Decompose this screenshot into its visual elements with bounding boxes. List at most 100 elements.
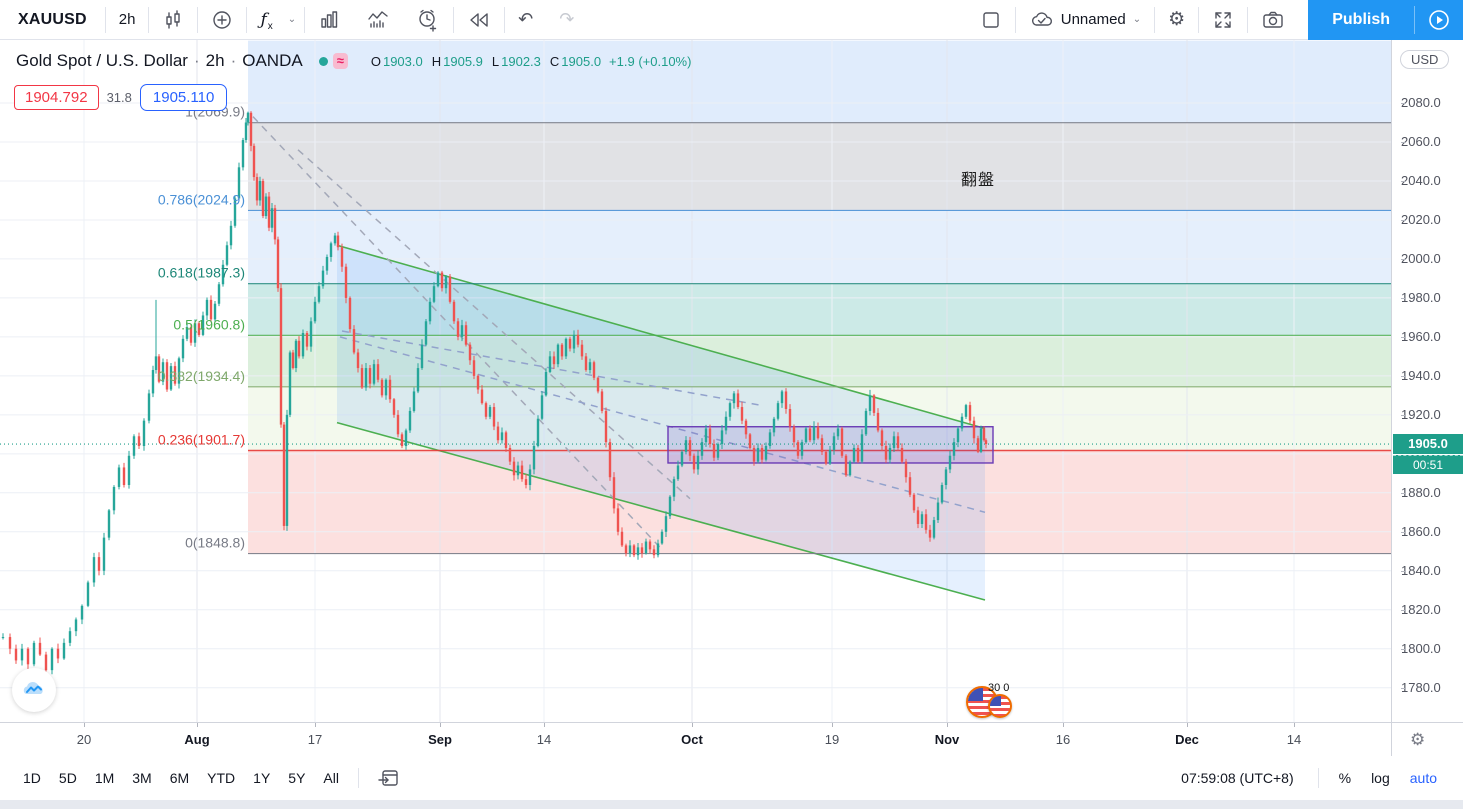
price-tick-label: 1980.0 (1401, 289, 1441, 305)
interval-button[interactable]: 2h (118, 11, 136, 28)
time-tick-label: 20 (76, 732, 92, 747)
publish-group: Publish (1308, 0, 1463, 40)
divider (197, 6, 199, 33)
publish-play-button[interactable] (1415, 0, 1463, 40)
range-button-ytd[interactable]: YTD (207, 770, 236, 786)
quote-widget: 1904.792 31.8 1905.110 (14, 84, 228, 111)
legend-separator: · (193, 51, 200, 70)
close-key: C (549, 53, 560, 69)
text-drawing[interactable]: 翻盤 (961, 172, 996, 189)
chart-style-button[interactable] (149, 0, 197, 40)
forecast-icon (368, 10, 388, 28)
parallel-channel-drawing[interactable] (336, 244, 986, 601)
redo-button[interactable]: ↷ (559, 9, 575, 29)
tick-mark (1401, 609, 1406, 611)
go-to-date-button[interactable] (369, 767, 409, 789)
log-scale-button[interactable]: log (1371, 770, 1390, 786)
approx-badge-icon[interactable]: ≈ (332, 53, 348, 69)
camera-icon (1263, 11, 1283, 28)
time-axis[interactable]: 20 Aug 17 Sep 14 Oct 19 Nov 16 Dec 14 (0, 722, 1391, 756)
time-tick-label: 14 (536, 732, 552, 747)
high-value: 1905.9 (443, 53, 483, 69)
cloud-check-icon (1031, 11, 1052, 26)
divider (1154, 6, 1156, 33)
legend-exchange[interactable]: OANDA (242, 51, 303, 70)
time-tick-label: Sep (428, 732, 452, 747)
divider (1014, 6, 1016, 33)
tick-mark (1294, 723, 1295, 727)
price-tick-label: 1940.0 (1401, 367, 1441, 383)
chart-pane[interactable]: 1(2069.9) 0.786(2024.9) 0.618(1987.3) 0.5(1… (0, 40, 1391, 722)
time-tick-label: 16 (1055, 732, 1071, 747)
fib-label-0.786: 0.786(2024.9) (158, 191, 245, 207)
change-value: +1.9 (+0.10%) (609, 53, 692, 69)
fib-labels: 1(2069.9)0.786(2024.9)0.618(1987.3)0.5(1… (158, 104, 245, 551)
layout-square-icon (983, 11, 999, 28)
layout-select-button[interactable] (967, 0, 1015, 40)
price-tick-label: 2040.0 (1401, 172, 1441, 188)
last-price-tag: 1905.0 (1393, 434, 1463, 455)
legend-title[interactable]: Gold Spot / U.S. Dollar (16, 51, 188, 70)
time-tick-label: Nov (934, 732, 960, 747)
range-button-6m[interactable]: 6M (169, 770, 190, 786)
tv-cloud-icon (23, 681, 43, 694)
tradingview-logo (12, 668, 56, 712)
range-button-1d[interactable]: 1D (23, 770, 41, 786)
rewind-icon (470, 12, 488, 27)
indicators-button[interactable]: ƒx (247, 0, 284, 40)
time-tick-label: Aug (184, 732, 210, 747)
publish-button[interactable]: Publish (1332, 10, 1390, 28)
close-value: 1905.0 (561, 53, 602, 69)
buy-price-button[interactable]: 1905.110 (139, 84, 228, 111)
range-button-1y[interactable]: 1Y (253, 770, 271, 786)
divider (453, 6, 455, 33)
price-tick-label: 1820.0 (1401, 601, 1441, 617)
forecast-button[interactable] (353, 0, 403, 40)
range-button-1m[interactable]: 1M (94, 770, 115, 786)
currency-toggle[interactable]: USD (1400, 50, 1450, 69)
alert-button[interactable] (403, 0, 453, 40)
divider (304, 6, 306, 33)
tick-mark (1401, 180, 1406, 182)
sell-price-button[interactable]: 1904.792 (14, 85, 99, 110)
undo-button[interactable]: ↶ (518, 9, 534, 29)
symbol-button[interactable]: XAUUSD (18, 10, 87, 28)
candlestick-icon (166, 9, 181, 29)
tick-mark (1401, 531, 1406, 533)
economic-event-marker[interactable]: 30 0 (966, 682, 1026, 722)
fullscreen-button[interactable] (1199, 0, 1247, 40)
range-button-all[interactable]: All (323, 770, 339, 786)
compare-button[interactable] (198, 0, 246, 40)
bar-replay-button[interactable] (454, 0, 504, 40)
axis-corner: ⚙ (1391, 722, 1463, 756)
divider (104, 6, 106, 33)
timezone-clock[interactable]: 07:59:08 (UTC+8) (1181, 770, 1294, 786)
tick-mark (1401, 375, 1406, 377)
legend-interval[interactable]: 2h (205, 51, 225, 70)
range-button-5d[interactable]: 5D (58, 770, 77, 786)
chart-settings-button[interactable]: ⚙ (1168, 9, 1186, 30)
cloud-save-button[interactable]: Unnamed ⌄ (1016, 0, 1154, 40)
price-tick-label: 1860.0 (1401, 523, 1441, 539)
ohlc-values: O 1903.0 H 1905.9 L 1902.3 C 1905.0 +1.9 (+0… (364, 54, 692, 69)
legend-separator: · (230, 51, 237, 70)
low-value: 1902.3 (501, 53, 541, 69)
price-axis[interactable]: USD 1905.0 00:51 2080.0 2060.0 2040.0 2020.… (1391, 40, 1463, 722)
divider (1317, 768, 1319, 788)
divider (1414, 5, 1415, 34)
fib-retracement-drawing[interactable] (248, 122, 1391, 555)
us-flag-icon (988, 694, 1012, 718)
range-button-3m[interactable]: 3M (132, 770, 152, 786)
market-status-dot-icon[interactable] (318, 56, 328, 66)
date-range-buttons: 1D 5D 1M 3M 6M YTD 1Y 5Y All (0, 765, 348, 791)
columns-icon (321, 10, 338, 28)
auto-scale-button[interactable]: auto (1409, 770, 1437, 786)
range-button-5y[interactable]: 5Y (288, 770, 306, 786)
axis-settings-gear-icon[interactable]: ⚙ (1410, 729, 1426, 749)
grid-layout-button[interactable] (305, 0, 353, 40)
snapshot-button[interactable] (1248, 0, 1298, 40)
percent-scale-button[interactable]: % (1338, 770, 1352, 786)
price-tick-label: 1800.0 (1401, 640, 1441, 656)
divider (1198, 6, 1200, 33)
indicators-templates-button[interactable]: ⌄ (285, 0, 304, 40)
